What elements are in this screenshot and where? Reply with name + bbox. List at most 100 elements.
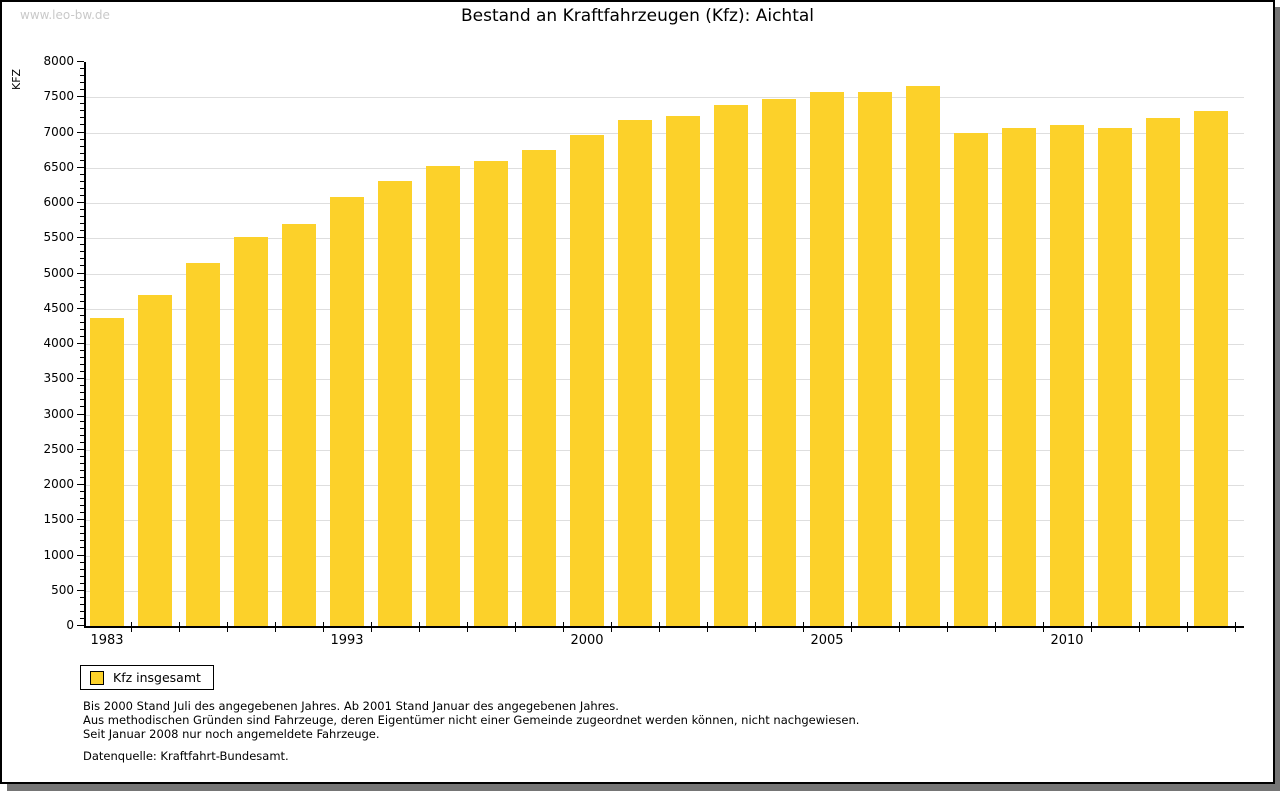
y-minor-tick-2800: [80, 427, 84, 429]
x-tick-7: [419, 622, 420, 632]
y-minor-tick-6700: [80, 152, 84, 154]
y-tick-label-5500: 5500: [43, 230, 74, 245]
y-minor-tick-4100: [80, 335, 84, 337]
y-minor-tick-3100: [80, 406, 84, 408]
x-tick-21: [1091, 622, 1092, 632]
y-minor-tick-7100: [80, 124, 84, 126]
y-minor-tick-6900: [80, 138, 84, 140]
y-minor-tick-1600: [80, 512, 84, 514]
y-tick-label-5000: 5000: [43, 265, 74, 280]
y-tick-label-6500: 6500: [43, 159, 74, 174]
y-minor-tick-7900: [80, 68, 84, 70]
y-tick-3500: [77, 378, 84, 380]
y-tick-label-7500: 7500: [43, 89, 74, 104]
y-minor-tick-4600: [80, 300, 84, 302]
y-minor-tick-3200: [80, 399, 84, 401]
data-source: Datenquelle: Kraftfahrt-Bundesamt.: [83, 749, 289, 763]
y-tick-label-3000: 3000: [43, 406, 74, 421]
x-tick-10: [563, 622, 564, 632]
y-minor-tick-7600: [80, 89, 84, 91]
bar-2004: [762, 99, 796, 626]
y-minor-tick-300: [80, 603, 84, 605]
bar-1989: [234, 236, 268, 626]
gridline-3000: [86, 414, 1244, 416]
x-tick-11: [611, 622, 612, 632]
bar-2011: [1098, 127, 1132, 626]
y-tick-label-1000: 1000: [43, 547, 74, 562]
bar-2001: [618, 119, 652, 626]
bar-1998: [474, 160, 508, 626]
x-tick-24: [1235, 622, 1236, 632]
y-tick-3000: [77, 413, 84, 415]
y-minor-tick-100: [80, 617, 84, 619]
y-minor-tick-1200: [80, 540, 84, 542]
y-minor-tick-5200: [80, 258, 84, 260]
bar-2007: [906, 85, 940, 626]
y-minor-tick-1300: [80, 533, 84, 535]
y-minor-tick-1100: [80, 547, 84, 549]
x-tick-23: [1187, 622, 1188, 632]
gridline-6000: [86, 203, 1244, 204]
y-minor-tick-5800: [80, 216, 84, 218]
legend: Kfz insgesamt: [80, 665, 214, 690]
gridline-7500: [86, 97, 1244, 99]
y-minor-tick-1900: [80, 491, 84, 493]
y-minor-tick-7300: [80, 110, 84, 112]
y-minor-tick-1400: [80, 526, 84, 528]
bar-1999: [522, 150, 556, 626]
x-tick-2: [179, 622, 180, 632]
x-tick-label-2010: 2010: [1050, 633, 1084, 648]
y-minor-tick-2300: [80, 462, 84, 464]
y-minor-tick-6300: [80, 180, 84, 182]
y-tick-2500: [77, 448, 84, 450]
y-tick-500: [77, 589, 84, 591]
y-minor-tick-4300: [80, 321, 84, 323]
x-tick-5: [323, 622, 324, 632]
y-minor-tick-4700: [80, 293, 84, 295]
x-tick-9: [515, 622, 516, 632]
x-tick-6: [371, 622, 372, 632]
y-tick-label-1500: 1500: [43, 512, 74, 527]
x-tick-8: [467, 622, 468, 632]
y-minor-tick-600: [80, 582, 84, 584]
y-tick-7000: [77, 131, 84, 133]
bar-2002: [666, 115, 700, 626]
x-tick-label-2005: 2005: [810, 633, 844, 648]
x-tick-4: [275, 622, 276, 632]
y-tick-5500: [77, 237, 84, 239]
y-minor-tick-200: [80, 610, 84, 612]
y-minor-tick-5700: [80, 223, 84, 225]
y-minor-tick-700: [80, 575, 84, 577]
y-tick-1500: [77, 519, 84, 521]
x-tick-label-1983: 1983: [90, 633, 124, 648]
y-minor-tick-900: [80, 561, 84, 563]
x-tick-label-2000: 2000: [570, 633, 604, 648]
y-tick-label-8000: 8000: [43, 54, 74, 68]
y-minor-tick-5600: [80, 230, 84, 232]
bar-1987: [186, 262, 220, 626]
y-tick-2000: [77, 484, 84, 485]
y-minor-tick-2400: [80, 455, 84, 457]
y-tick-label-2500: 2500: [43, 441, 74, 456]
y-tick-label-4000: 4000: [43, 336, 74, 350]
y-minor-tick-6200: [80, 187, 84, 189]
x-tick-16: [851, 622, 852, 632]
x-tick-14: [755, 622, 756, 632]
bar-1991: [282, 224, 316, 626]
footnotes: Bis 2000 Stand Juli des angegebenen Jahr…: [83, 699, 859, 741]
y-minor-tick-6600: [80, 159, 84, 161]
y-minor-tick-3800: [80, 357, 84, 359]
bar-2005: [810, 92, 844, 626]
y-tick-label-500: 500: [51, 582, 74, 597]
y-minor-tick-2600: [80, 441, 84, 443]
y-tick-4500: [77, 307, 84, 309]
y-tick-label-6000: 6000: [43, 195, 74, 209]
y-minor-tick-2100: [80, 476, 84, 478]
y-minor-tick-1700: [80, 505, 84, 507]
gridline-2000: [86, 485, 1244, 486]
bar-2000: [570, 135, 604, 626]
y-minor-tick-6400: [80, 173, 84, 175]
y-minor-tick-6100: [80, 194, 84, 196]
y-minor-tick-5100: [80, 265, 84, 267]
y-tick-label-3500: 3500: [43, 371, 74, 386]
